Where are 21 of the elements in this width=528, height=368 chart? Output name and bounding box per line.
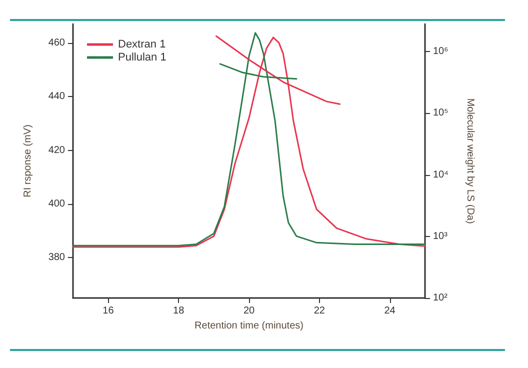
y2-tick-label: 10⁶ [433, 46, 448, 58]
x-tick-label: 18 [173, 306, 185, 316]
y2-tick-label: 10² [433, 292, 448, 304]
y-tick-label: 380 [48, 252, 66, 264]
y-tick-label: 440 [48, 91, 66, 102]
y2-tick-label: 10⁴ [433, 169, 448, 180]
x-tick-label: 24 [384, 306, 396, 316]
y-tick-label: 400 [48, 198, 66, 210]
x-axis-title: Retention time (minutes) [194, 320, 304, 332]
x-tick-label: 22 [314, 306, 326, 316]
y-tick-label: 420 [48, 144, 66, 156]
legend-label: Dextran 1 [118, 38, 166, 50]
line-series [219, 63, 298, 80]
y-tick-label: 460 [48, 37, 66, 48]
y2-axis-title: Molecular weight by LS (Da) [464, 98, 476, 224]
x-tick-label: 16 [102, 306, 114, 316]
y2-tick-label: 10⁵ [433, 108, 448, 119]
legend-label: Pullulan 1 [118, 52, 166, 64]
x-tick-label: 20 [243, 306, 255, 316]
y2-tick-label: 10³ [433, 230, 448, 242]
y-axis-title: RI rsponse (mV) [22, 124, 34, 198]
